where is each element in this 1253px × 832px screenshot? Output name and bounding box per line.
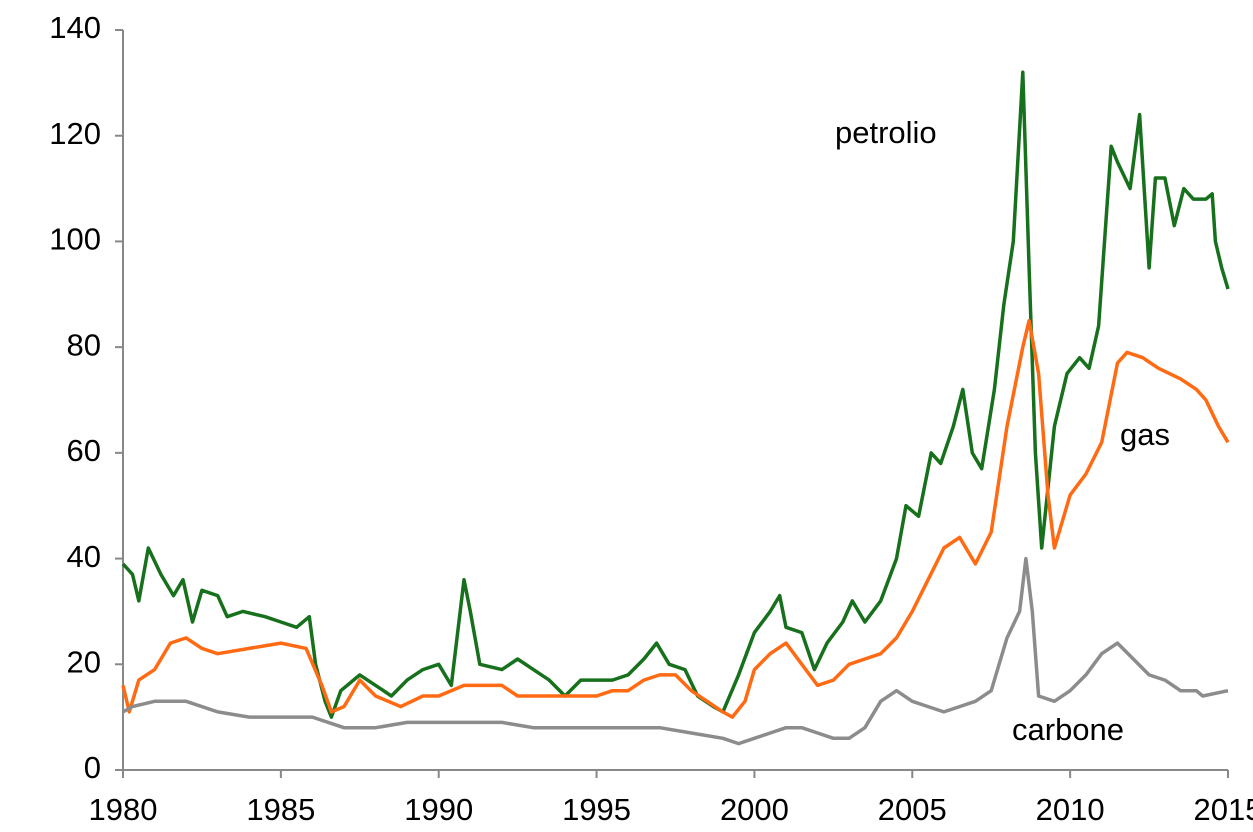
y-tick-label: 120 (49, 116, 101, 151)
x-tick-label: 1985 (246, 792, 315, 827)
x-tick-label: 1995 (562, 792, 631, 827)
x-tick-label: 1990 (404, 792, 473, 827)
series-line (121, 70, 1230, 719)
y-tick-label: 0 (84, 750, 101, 785)
y-tick-label: 100 (49, 222, 101, 257)
series-line (122, 556, 1229, 746)
series-label: gas (1120, 417, 1170, 452)
x-tick-label: 2015 (1194, 792, 1253, 827)
x-tick-label: 1980 (89, 792, 158, 827)
y-tick-label: 20 (67, 644, 101, 679)
x-tick-label: 2005 (878, 792, 947, 827)
x-tick-label: 2000 (720, 792, 789, 827)
y-tick-label: 80 (67, 327, 101, 362)
series-label: petrolio (835, 115, 937, 150)
series-line (121, 318, 1230, 719)
y-tick-label: 40 (67, 539, 101, 574)
x-tick-label: 2010 (1036, 792, 1105, 827)
series-label: carbone (1012, 712, 1124, 747)
y-tick-label: 60 (67, 433, 101, 468)
y-tick-label: 140 (49, 10, 101, 45)
